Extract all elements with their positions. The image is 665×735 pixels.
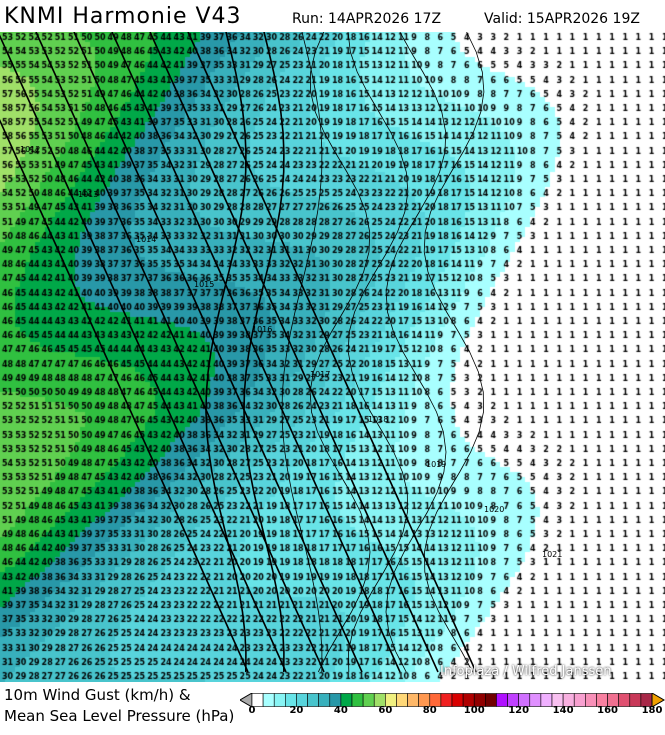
isobars: 1012 1013 1014 1015 1016 1017 1018 1019 1020 1021: [0, 32, 562, 673]
colorbar-tick: 20: [289, 705, 304, 716]
colorbar-swatch: [529, 693, 542, 707]
colorbar-swatch: [585, 693, 597, 707]
isobar-line: [187, 32, 477, 673]
isobar-label: 1018: [368, 415, 388, 424]
isobar-line: [205, 32, 247, 673]
isobar-label: 1019: [426, 460, 446, 469]
colorbar-tick: 80: [422, 705, 437, 716]
isobar-line: [423, 32, 485, 673]
isobar-line: [111, 32, 401, 673]
isobar-line: [35, 32, 325, 673]
isobar-label: 1013: [78, 190, 98, 199]
colorbar-swatch: [618, 693, 631, 707]
colorbar-tick: 160: [597, 705, 618, 716]
model-title: KNMI Harmonie V43: [4, 4, 242, 29]
colorbar-swatch: [629, 693, 642, 707]
colorbar-swatch: [485, 693, 497, 707]
isobar-line: [243, 32, 285, 673]
colorbar-swatch: [273, 693, 286, 707]
isobar-line: [0, 34, 287, 673]
isobar-line: [149, 32, 439, 673]
legend-line1: 10m Wind Gust (km/h) &: [4, 686, 191, 704]
colorbar-tick: 180: [641, 705, 663, 716]
colorbar-swatch: [396, 693, 408, 707]
isobar-line: [309, 32, 371, 673]
colorbar-tick: 60: [378, 705, 393, 716]
isobar-line: [281, 32, 323, 673]
colorbar-swatch: [573, 693, 586, 707]
isobar-label: 1017: [310, 370, 330, 379]
colorbar-swatch: [351, 693, 364, 707]
colorbar-swatch: [362, 693, 375, 707]
isobar-label: 1015: [194, 280, 214, 289]
isobar-label: 1021: [542, 550, 562, 559]
colorbar-tick: 140: [552, 705, 574, 716]
isobar-line: [385, 32, 447, 673]
isobar-label: 1012: [20, 145, 40, 154]
isobar-line: [0, 118, 249, 673]
colorbar: [240, 693, 665, 707]
colorbar-swatch: [307, 693, 319, 707]
isobar-label: 1016: [252, 325, 272, 334]
colorbar-tick: 40: [333, 705, 348, 716]
isobar-label: 1014: [136, 235, 156, 244]
isobar-label: 1020: [484, 505, 504, 514]
run-time: Run: 14APR2026 17Z: [292, 11, 442, 27]
colorbar-swatch: [407, 693, 419, 707]
colorbar-swatch: [318, 693, 331, 707]
isobar-line: [73, 32, 363, 673]
credit: Infoplaza / Wilfred Janssen: [440, 664, 612, 679]
legend-line2: Mean Sea Level Pressure (hPa): [4, 707, 235, 725]
wind-gust-field: [0, 32, 665, 682]
colorbar-tick: 100: [463, 705, 485, 716]
colorbar-tick: 120: [508, 705, 530, 716]
colorbar-tick: 0: [248, 705, 256, 716]
colorbar-swatch: [496, 693, 508, 707]
colorbar-swatch: [262, 693, 275, 707]
colorbar-swatch: [451, 693, 464, 707]
valid-time: Valid: 15APR2026 19Z: [484, 11, 640, 27]
colorbar-swatch: [440, 693, 453, 707]
colorbar-swatch: [540, 693, 553, 707]
isobar-line: [347, 32, 409, 673]
colorbar-max-arrow: [651, 693, 665, 707]
